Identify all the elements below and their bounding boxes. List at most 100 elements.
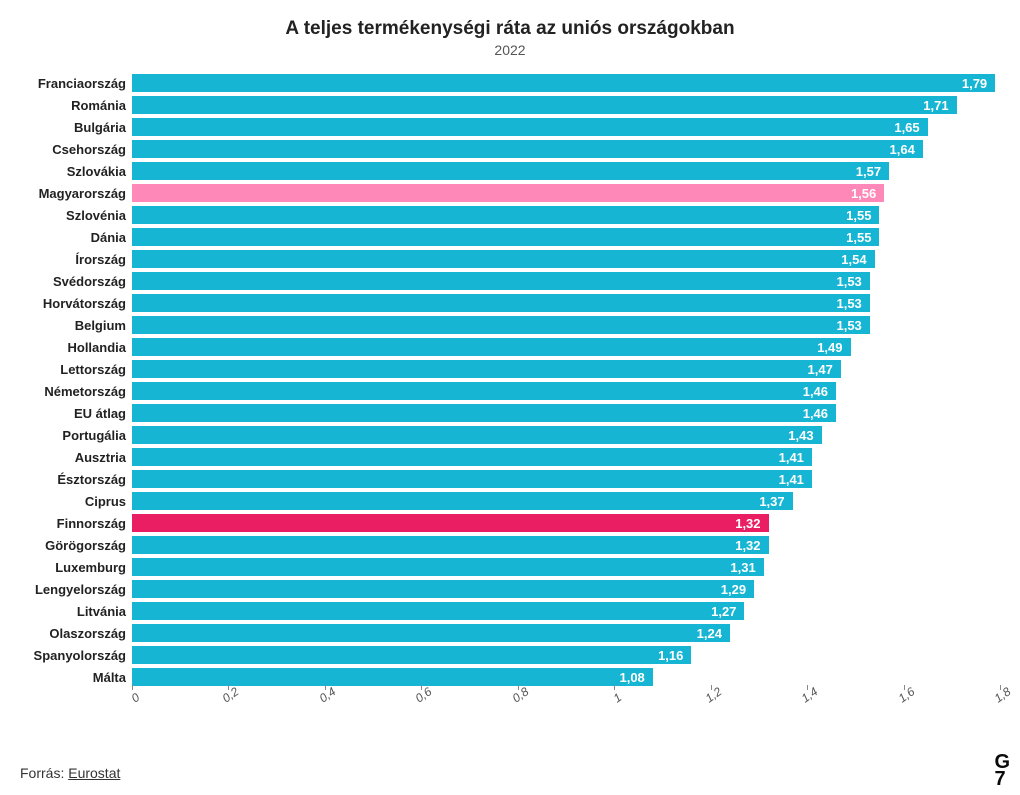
bar-value: 1,16 bbox=[658, 648, 683, 663]
category-label: Írország bbox=[20, 252, 132, 267]
bar: 1,46 bbox=[132, 382, 836, 400]
category-label: Szlovákia bbox=[20, 164, 132, 179]
bar-value: 1,29 bbox=[721, 582, 746, 597]
bar-value: 1,32 bbox=[735, 516, 760, 531]
category-label: Luxemburg bbox=[20, 560, 132, 575]
category-label-row: Horvátország bbox=[20, 292, 132, 314]
bar: 1,49 bbox=[132, 338, 851, 356]
bar-value: 1,46 bbox=[803, 384, 828, 399]
category-label: Bulgária bbox=[20, 120, 132, 135]
category-label: Ausztria bbox=[20, 450, 132, 465]
bar: 1,54 bbox=[132, 250, 875, 268]
bar-row: 1,79 bbox=[132, 72, 1000, 94]
bar: 1,56 bbox=[132, 184, 884, 202]
chart-title: A teljes termékenységi ráta az uniós ors… bbox=[20, 18, 1000, 40]
category-label-row: Ausztria bbox=[20, 446, 132, 468]
bar-row: 1,32 bbox=[132, 512, 1000, 534]
axis-tick-label: 1,4 bbox=[799, 684, 821, 705]
x-axis: 00,20,40,60,811,21,41,61,8 bbox=[132, 688, 1000, 718]
category-label-row: Olaszország bbox=[20, 622, 132, 644]
bar-row: 1,53 bbox=[132, 292, 1000, 314]
category-label: Horvátország bbox=[20, 296, 132, 311]
category-label-row: Lengyelország bbox=[20, 578, 132, 600]
labels-column: FranciaországRomániaBulgáriaCsehországSz… bbox=[20, 72, 132, 688]
source-footer: Forrás: Eurostat bbox=[20, 765, 120, 781]
bar: 1,43 bbox=[132, 426, 822, 444]
bar-row: 1,71 bbox=[132, 94, 1000, 116]
bar: 1,27 bbox=[132, 602, 744, 620]
bar-row: 1,53 bbox=[132, 314, 1000, 336]
category-label-row: Írország bbox=[20, 248, 132, 270]
axis-tick-label: 0,6 bbox=[413, 684, 435, 705]
category-label-row: Bulgária bbox=[20, 116, 132, 138]
source-prefix: Forrás: bbox=[20, 765, 68, 781]
bar-row: 1,65 bbox=[132, 116, 1000, 138]
axis-tick-label: 0,2 bbox=[220, 684, 242, 705]
bars-column: 1,791,711,651,641,571,561,551,551,541,53… bbox=[132, 72, 1000, 688]
bar-value: 1,71 bbox=[923, 98, 948, 113]
bar-value: 1,43 bbox=[788, 428, 813, 443]
category-label: Észtország bbox=[20, 472, 132, 487]
bar: 1,31 bbox=[132, 558, 764, 576]
axis-tick-label: 0,8 bbox=[509, 684, 531, 705]
bar-value: 1,46 bbox=[803, 406, 828, 421]
category-label-row: Csehország bbox=[20, 138, 132, 160]
category-label-row: Belgium bbox=[20, 314, 132, 336]
bar-value: 1,08 bbox=[619, 670, 644, 685]
category-label-row: Spanyolország bbox=[20, 644, 132, 666]
chart-subtitle: 2022 bbox=[20, 42, 1000, 58]
bar: 1,46 bbox=[132, 404, 836, 422]
category-label: Málta bbox=[20, 670, 132, 685]
bar-value: 1,57 bbox=[856, 164, 881, 179]
category-label: Görögország bbox=[20, 538, 132, 553]
bar-row: 1,16 bbox=[132, 644, 1000, 666]
category-label-row: Portugália bbox=[20, 424, 132, 446]
bar: 1,41 bbox=[132, 448, 812, 466]
bar-value: 1,49 bbox=[817, 340, 842, 355]
category-label: EU átlag bbox=[20, 406, 132, 421]
bar: 1,32 bbox=[132, 514, 769, 532]
category-label-row: Franciaország bbox=[20, 72, 132, 94]
bar-row: 1,24 bbox=[132, 622, 1000, 644]
bar: 1,65 bbox=[132, 118, 928, 136]
bar-value: 1,24 bbox=[697, 626, 722, 641]
bar-row: 1,31 bbox=[132, 556, 1000, 578]
category-label-row: Lettország bbox=[20, 358, 132, 380]
category-label: Svédország bbox=[20, 274, 132, 289]
axis-tick-label: 1,6 bbox=[895, 684, 917, 705]
source-link[interactable]: Eurostat bbox=[68, 765, 120, 781]
category-label-row: Németország bbox=[20, 380, 132, 402]
logo-line2: 7 bbox=[994, 771, 1010, 787]
bar: 1,32 bbox=[132, 536, 769, 554]
axis-tick-label: 1 bbox=[611, 690, 625, 705]
bar-value: 1,31 bbox=[730, 560, 755, 575]
category-label-row: EU átlag bbox=[20, 402, 132, 424]
axis-tickline bbox=[132, 685, 133, 690]
bar-row: 1,43 bbox=[132, 424, 1000, 446]
bar-row: 1,27 bbox=[132, 600, 1000, 622]
axis-tick-label: 1,2 bbox=[702, 684, 724, 705]
category-label: Hollandia bbox=[20, 340, 132, 355]
bar-value: 1,37 bbox=[759, 494, 784, 509]
category-label-row: Magyarország bbox=[20, 182, 132, 204]
bar-value: 1,47 bbox=[808, 362, 833, 377]
bar: 1,47 bbox=[132, 360, 841, 378]
bar-row: 1,32 bbox=[132, 534, 1000, 556]
bar-value: 1,27 bbox=[711, 604, 736, 619]
category-label-row: Luxemburg bbox=[20, 556, 132, 578]
category-label: Lettország bbox=[20, 362, 132, 377]
bar-row: 1,54 bbox=[132, 248, 1000, 270]
category-label: Németország bbox=[20, 384, 132, 399]
category-label: Dánia bbox=[20, 230, 132, 245]
bar-value: 1,53 bbox=[836, 318, 861, 333]
category-label: Lengyelország bbox=[20, 582, 132, 597]
bar-value: 1,79 bbox=[962, 76, 987, 91]
bar-row: 1,64 bbox=[132, 138, 1000, 160]
category-label: Spanyolország bbox=[20, 648, 132, 663]
bar-value: 1,55 bbox=[846, 230, 871, 245]
category-label: Belgium bbox=[20, 318, 132, 333]
bar: 1,64 bbox=[132, 140, 923, 158]
bar-row: 1,41 bbox=[132, 446, 1000, 468]
category-label-row: Finnország bbox=[20, 512, 132, 534]
bar-value: 1,32 bbox=[735, 538, 760, 553]
